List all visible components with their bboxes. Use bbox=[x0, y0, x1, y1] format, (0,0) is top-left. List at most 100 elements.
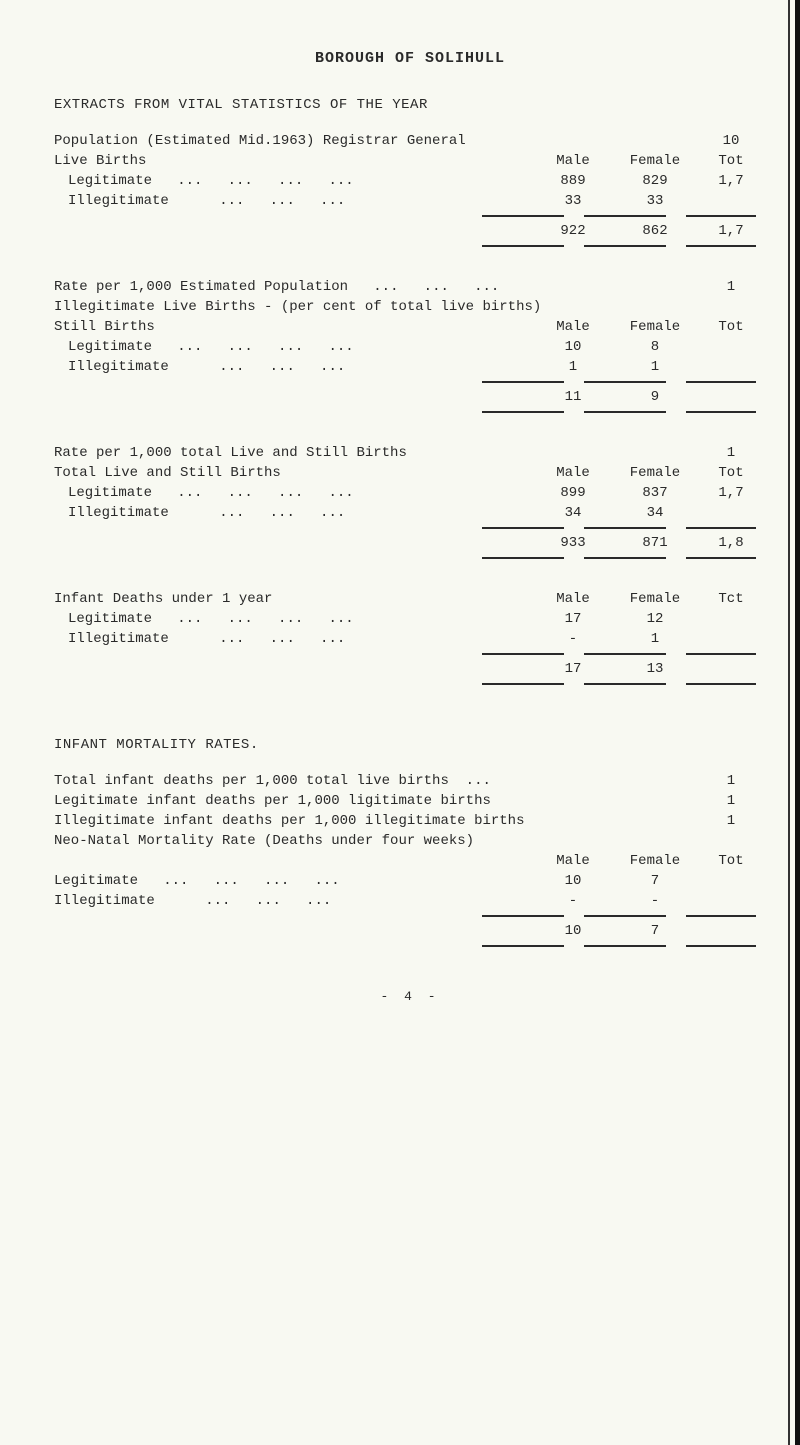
value: 7 bbox=[614, 923, 696, 939]
illegitimate-label: Illegitimate ... ... ... bbox=[68, 193, 532, 209]
legitimate-row: Legitimate ... ... ... ... 10 8 bbox=[54, 339, 766, 355]
neo-natal-total: 10 7 bbox=[54, 923, 766, 939]
page-title: BOROUGH OF SOLIHULL bbox=[54, 50, 766, 67]
label: Illegitimate infant deaths per 1,000 ill… bbox=[54, 813, 532, 829]
illegitimate-row: Illegitimate ... ... ... 33 33 bbox=[54, 193, 766, 209]
value: 889 bbox=[532, 173, 614, 189]
rate-still-label: Rate per 1,000 total Live and Still Birt… bbox=[54, 445, 532, 461]
col-total: Tct bbox=[696, 591, 766, 607]
value: 10 bbox=[532, 873, 614, 889]
col-female: Female bbox=[614, 465, 696, 481]
value: 1,7 bbox=[696, 485, 766, 501]
value: 1 bbox=[614, 631, 696, 647]
still-births-header: Still Births Male Female Tot bbox=[54, 319, 766, 335]
label: Illegitimate Live Births - (per cent of … bbox=[54, 299, 696, 315]
value: 9 bbox=[614, 389, 696, 405]
value: 34 bbox=[614, 505, 696, 521]
illegitimate-row: Illegitimate ... ... ... - - bbox=[54, 893, 766, 909]
infant-deaths-label: Infant Deaths under 1 year bbox=[54, 591, 532, 607]
value: - bbox=[614, 893, 696, 909]
value: 1 bbox=[696, 445, 766, 461]
value: 1 bbox=[696, 793, 766, 809]
total-live-still-label: Total Live and Still Births bbox=[54, 465, 532, 481]
infant-deaths-header: Infant Deaths under 1 year Male Female T… bbox=[54, 591, 766, 607]
illegitimate-row: Illegitimate ... ... ... 1 1 bbox=[54, 359, 766, 375]
col-total: Tot bbox=[696, 465, 766, 481]
page: BOROUGH OF SOLIHULL EXTRACTS FROM VITAL … bbox=[0, 0, 800, 1445]
legitimate-row: Legitimate ... ... ... ... 889 829 1,7 bbox=[54, 173, 766, 189]
illegitimate-row: Illegitimate ... ... ... 34 34 bbox=[54, 505, 766, 521]
live-births-total: 922 862 1,7 bbox=[54, 223, 766, 239]
total-live-still-header: Total Live and Still Births Male Female … bbox=[54, 465, 766, 481]
col-female: Female bbox=[614, 591, 696, 607]
value: 862 bbox=[614, 223, 696, 239]
col-male: Male bbox=[532, 591, 614, 607]
value: 871 bbox=[614, 535, 696, 551]
legitimate-row: Legitimate ... ... ... ... 899 837 1,7 bbox=[54, 485, 766, 501]
col-male: Male bbox=[532, 319, 614, 335]
legitimate-row: Legitimate ... ... ... ... 17 12 bbox=[54, 611, 766, 627]
value: 1 bbox=[532, 359, 614, 375]
illegitimate-live-births-pct: Illegitimate Live Births - (per cent of … bbox=[54, 299, 766, 315]
infant-deaths-total: 17 13 bbox=[54, 661, 766, 677]
illegitimate-row: Illegitimate ... ... ... - 1 bbox=[54, 631, 766, 647]
label: Legitimate infant deaths per 1,000 ligit… bbox=[54, 793, 532, 809]
value: 10 bbox=[532, 923, 614, 939]
rate-pop-label: Rate per 1,000 Estimated Population ... … bbox=[54, 279, 532, 295]
col-female: Female bbox=[614, 153, 696, 169]
label: Total infant deaths per 1,000 total live… bbox=[54, 773, 532, 789]
legitimate-row: Legitimate ... ... ... ... 10 7 bbox=[54, 873, 766, 889]
col-female: Female bbox=[614, 319, 696, 335]
section-heading: EXTRACTS FROM VITAL STATISTICS OF THE YE… bbox=[54, 97, 766, 113]
value: 17 bbox=[532, 611, 614, 627]
value: 12 bbox=[614, 611, 696, 627]
col-female: Female bbox=[614, 853, 696, 869]
value: 1,7 bbox=[696, 223, 766, 239]
value: 10 bbox=[532, 339, 614, 355]
value: 829 bbox=[614, 173, 696, 189]
value: 1 bbox=[614, 359, 696, 375]
neo-natal-label: Neo-Natal Mortality Rate (Deaths under f… bbox=[54, 833, 532, 849]
value: - bbox=[532, 631, 614, 647]
value: 1 bbox=[696, 813, 766, 829]
imr-heading: INFANT MORTALITY RATES. bbox=[54, 737, 766, 753]
value: 899 bbox=[532, 485, 614, 501]
still-births-label: Still Births bbox=[54, 319, 532, 335]
value: 7 bbox=[614, 873, 696, 889]
neo-natal-label-line: Neo-Natal Mortality Rate (Deaths under f… bbox=[54, 833, 766, 849]
total-live-still-total: 933 871 1,8 bbox=[54, 535, 766, 551]
rate-still-line: Rate per 1,000 total Live and Still Birt… bbox=[54, 445, 766, 461]
value: - bbox=[532, 893, 614, 909]
value: 8 bbox=[614, 339, 696, 355]
value: 933 bbox=[532, 535, 614, 551]
value: 837 bbox=[614, 485, 696, 501]
value: 33 bbox=[614, 193, 696, 209]
population-line: Population (Estimated Mid.1963) Registra… bbox=[54, 133, 766, 149]
value: 13 bbox=[614, 661, 696, 677]
value: 922 bbox=[532, 223, 614, 239]
col-total: Tot bbox=[696, 853, 766, 869]
col-total: Tot bbox=[696, 319, 766, 335]
population-value: 10 bbox=[696, 133, 766, 149]
imr-total-line: Total infant deaths per 1,000 total live… bbox=[54, 773, 766, 789]
value: 1 bbox=[696, 279, 766, 295]
value: 17 bbox=[532, 661, 614, 677]
legitimate-label: Legitimate ... ... ... ... bbox=[68, 173, 532, 189]
value: 33 bbox=[532, 193, 614, 209]
value: 1,8 bbox=[696, 535, 766, 551]
page-number: - 4 - bbox=[54, 989, 766, 1004]
neo-natal-header: Male Female Tot bbox=[54, 853, 766, 869]
live-births-header: Live Births Male Female Tot bbox=[54, 153, 766, 169]
col-male: Male bbox=[532, 465, 614, 481]
col-male: Male bbox=[532, 853, 614, 869]
imr-legitimate-line: Legitimate infant deaths per 1,000 ligit… bbox=[54, 793, 766, 809]
still-births-total: 11 9 bbox=[54, 389, 766, 405]
population-label: Population (Estimated Mid.1963) Registra… bbox=[54, 133, 532, 149]
rate-pop-line: Rate per 1,000 Estimated Population ... … bbox=[54, 279, 766, 295]
imr-illegitimate-line: Illegitimate infant deaths per 1,000 ill… bbox=[54, 813, 766, 829]
value: 11 bbox=[532, 389, 614, 405]
value: 1,7 bbox=[696, 173, 766, 189]
value: 1 bbox=[696, 773, 766, 789]
col-total: Tot bbox=[696, 153, 766, 169]
col-male: Male bbox=[532, 153, 614, 169]
